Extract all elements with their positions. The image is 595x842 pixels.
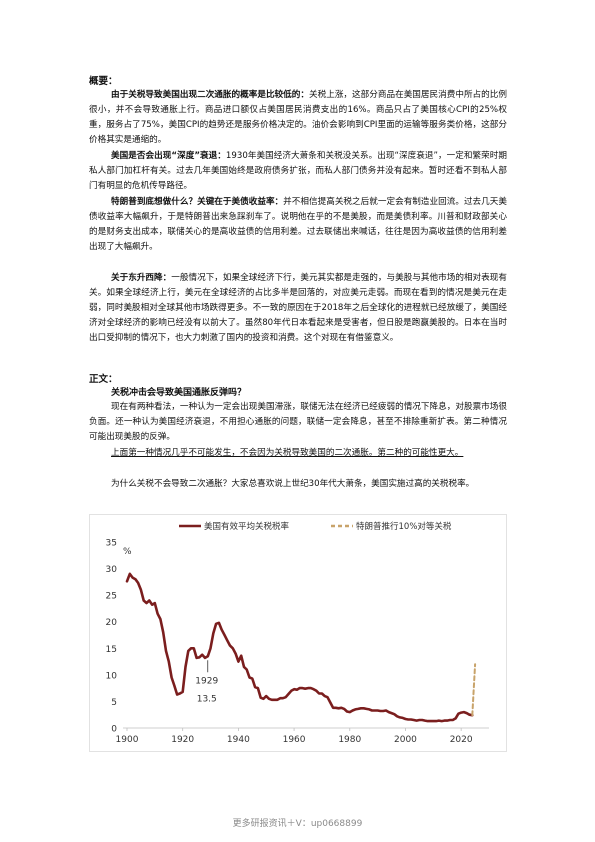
summary-p1-lead: 由于关税导致美国出现二次通胀的概率是比较低的： xyxy=(111,90,309,100)
summary-p1-text: 关税上涨，这部分商品在美国居民消费中所占的比例很小，并不会导致通胀上行。商品进口… xyxy=(89,90,507,145)
y-tick-label: 35 xyxy=(106,539,117,549)
x-tick-label: 1900 xyxy=(116,735,139,745)
series-layer xyxy=(125,572,477,723)
annotation-year-label: 1929 xyxy=(195,676,218,686)
y-tick-label: 20 xyxy=(106,618,118,628)
annotation-value-label: 13.5 xyxy=(197,694,217,704)
series-line-1 xyxy=(125,572,474,723)
summary-paragraph-2: 美国是否会出现“深度”衰退：1930年美国经济大萧条和关税没关系。出现“深度衰退… xyxy=(89,149,507,194)
series-line-2 xyxy=(471,663,477,717)
summary-paragraph-4: 关于东升西降：一般情况下，如果全球经济下行，美元其实都是走强的，与美股与其他市场… xyxy=(89,271,507,346)
annotation-layer: 1929 13.5 xyxy=(195,660,218,704)
body-paragraph-3: 为什么关税不会导致二次通胀？大家总喜欢说上世纪30年代大萧条，美国实施过高的关税… xyxy=(111,479,475,489)
y-tick-label: 5 xyxy=(111,698,117,708)
x-tick-label: 1920 xyxy=(171,735,194,745)
x-tick-label: 2000 xyxy=(394,735,417,745)
y-tick-label: 25 xyxy=(106,592,117,602)
y-axis-unit-label: % xyxy=(123,547,132,557)
tariff-rate-chart: 美国有效平均关税税率 特朗普推行10%对等关税 0 5 10 15 20 25 30 35% 1… xyxy=(89,514,507,752)
chart-frame xyxy=(89,514,507,752)
legend-label-1: 美国有效平均关税税率 xyxy=(204,521,290,532)
summary-p4-text: 一般情况下，如果全球经济下行，美元其实都是走强的，与美股与其他市场的相对表现有关… xyxy=(89,273,507,343)
summary-paragraph-3: 特朗普到底想做什么？关键在于美债收益率：并不相信提高关税之后就一定会有制造业回流… xyxy=(89,195,507,255)
y-tick-label: 10 xyxy=(106,671,118,681)
body-paragraph-1: 现在有两种看法，一种认为一定会出现美国滞涨，联储无法在经济已经疲弱的情况下降息，… xyxy=(89,402,507,442)
x-tick-label: 1980 xyxy=(338,735,361,745)
summary-p3-text: 并不相信提高关税之后就一定会有制造业回流。过去几天美债收益率大幅飙升，于是特朗普… xyxy=(89,197,507,252)
summary-p2-lead: 美国是否会出现“深度”衰退： xyxy=(111,151,226,161)
y-tick-label: 30 xyxy=(106,565,118,575)
chart-svg: 美国有效平均关税税率 特朗普推行10%对等关税 0 5 10 15 20 25 30 35% 1… xyxy=(89,514,507,752)
footer-watermark-text: 更多研报资讯＋V：up0668899 xyxy=(232,819,363,829)
summary-heading: 概要： xyxy=(89,76,118,87)
x-axis: 1900 1920 1940 1960 1980 2000 2020 xyxy=(116,727,489,745)
body-paragraph-2: 上面第一种情况几乎不可能发生，不会因为关税导致美国的二次通胀。第二种的可能性更大… xyxy=(111,448,464,458)
y-axis: 0 5 10 15 20 25 30 35% xyxy=(106,539,132,735)
body-question-heading: 关税冲击会导致美国通胀反弹吗？ xyxy=(111,388,247,398)
summary-p3-lead: 特朗普到底想做什么？关键在于美债收益率： xyxy=(111,197,284,207)
x-tick-label: 1960 xyxy=(283,735,306,745)
x-tick-label: 2020 xyxy=(450,735,473,745)
summary-p4-lead: 关于东升西降： xyxy=(111,273,172,283)
chart-legend: 美国有效平均关税税率 特朗普推行10%对等关税 xyxy=(179,521,452,532)
summary-paragraph-1: 由于关税导致美国出现二次通胀的概率是比较低的：关税上涨，这部分商品在美国居民消费… xyxy=(89,88,507,148)
legend-label-2: 特朗普推行10%对等关税 xyxy=(356,521,452,532)
body-heading: 正文： xyxy=(89,374,118,385)
x-tick-label: 1940 xyxy=(227,735,250,745)
y-tick-label: 0 xyxy=(111,725,117,735)
y-tick-label: 15 xyxy=(106,645,117,655)
summary-p2-text: 1930年美国经济大萧条和关税没关系。出现“深度衰退”，一定和繁荣时期私人部门加… xyxy=(89,151,508,191)
